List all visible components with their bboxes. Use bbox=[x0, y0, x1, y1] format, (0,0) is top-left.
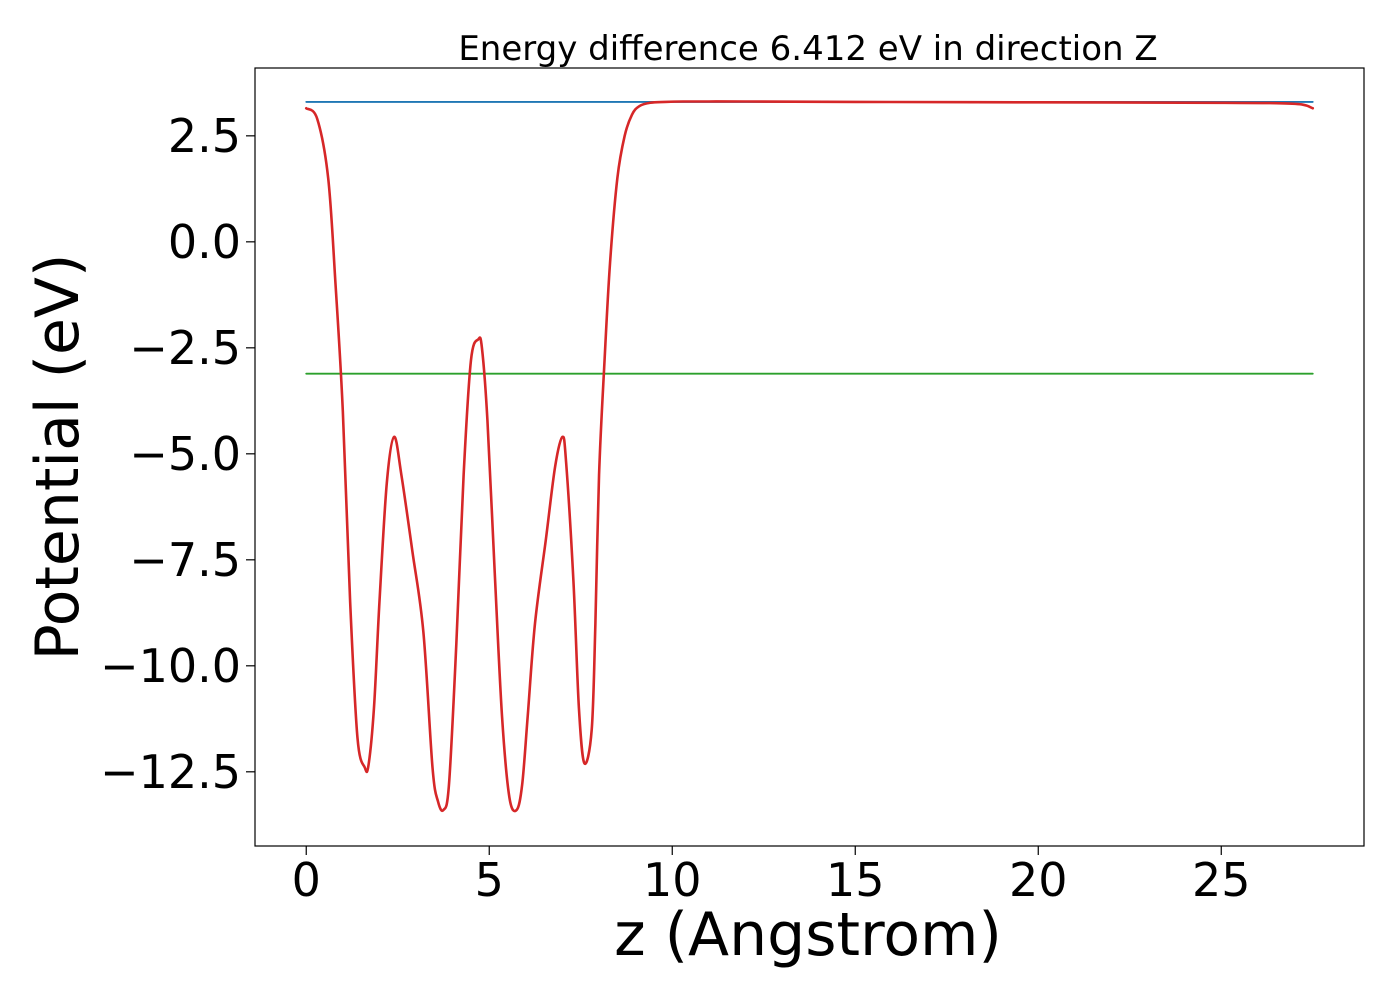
y-axis-label: Potential (eV) bbox=[23, 254, 93, 661]
y-tick-label: −10.0 bbox=[100, 639, 241, 693]
y-axis-ticks: 2.5 0.0 −2.5 −5.0 −7.5 −10.0 −12.5 bbox=[100, 109, 255, 799]
series-layer bbox=[304, 100, 1315, 813]
y-tick-label: −2.5 bbox=[129, 321, 241, 375]
y-tick-label: −7.5 bbox=[129, 533, 241, 587]
x-tick-label: 0 bbox=[292, 853, 321, 907]
y-tick-label: 0.0 bbox=[168, 215, 241, 269]
y-tick-label: −12.5 bbox=[100, 745, 241, 799]
y-tick-label: −5.0 bbox=[129, 427, 241, 481]
x-axis-label: z (Angstrom) bbox=[614, 900, 1002, 970]
x-tick-label: 10 bbox=[643, 853, 702, 907]
chart-title: Energy difference 6.412 eV in direction … bbox=[458, 29, 1157, 69]
series-line-3 bbox=[304, 100, 1315, 813]
x-tick-label: 25 bbox=[1192, 853, 1251, 907]
x-tick-label: 5 bbox=[475, 853, 504, 907]
x-tick-label: 20 bbox=[1009, 853, 1068, 907]
x-tick-label: 15 bbox=[826, 853, 885, 907]
y-tick-label: 2.5 bbox=[168, 109, 241, 163]
x-axis-ticks: 0 5 10 15 20 25 bbox=[292, 846, 1251, 907]
plot-frame bbox=[254, 67, 1365, 847]
